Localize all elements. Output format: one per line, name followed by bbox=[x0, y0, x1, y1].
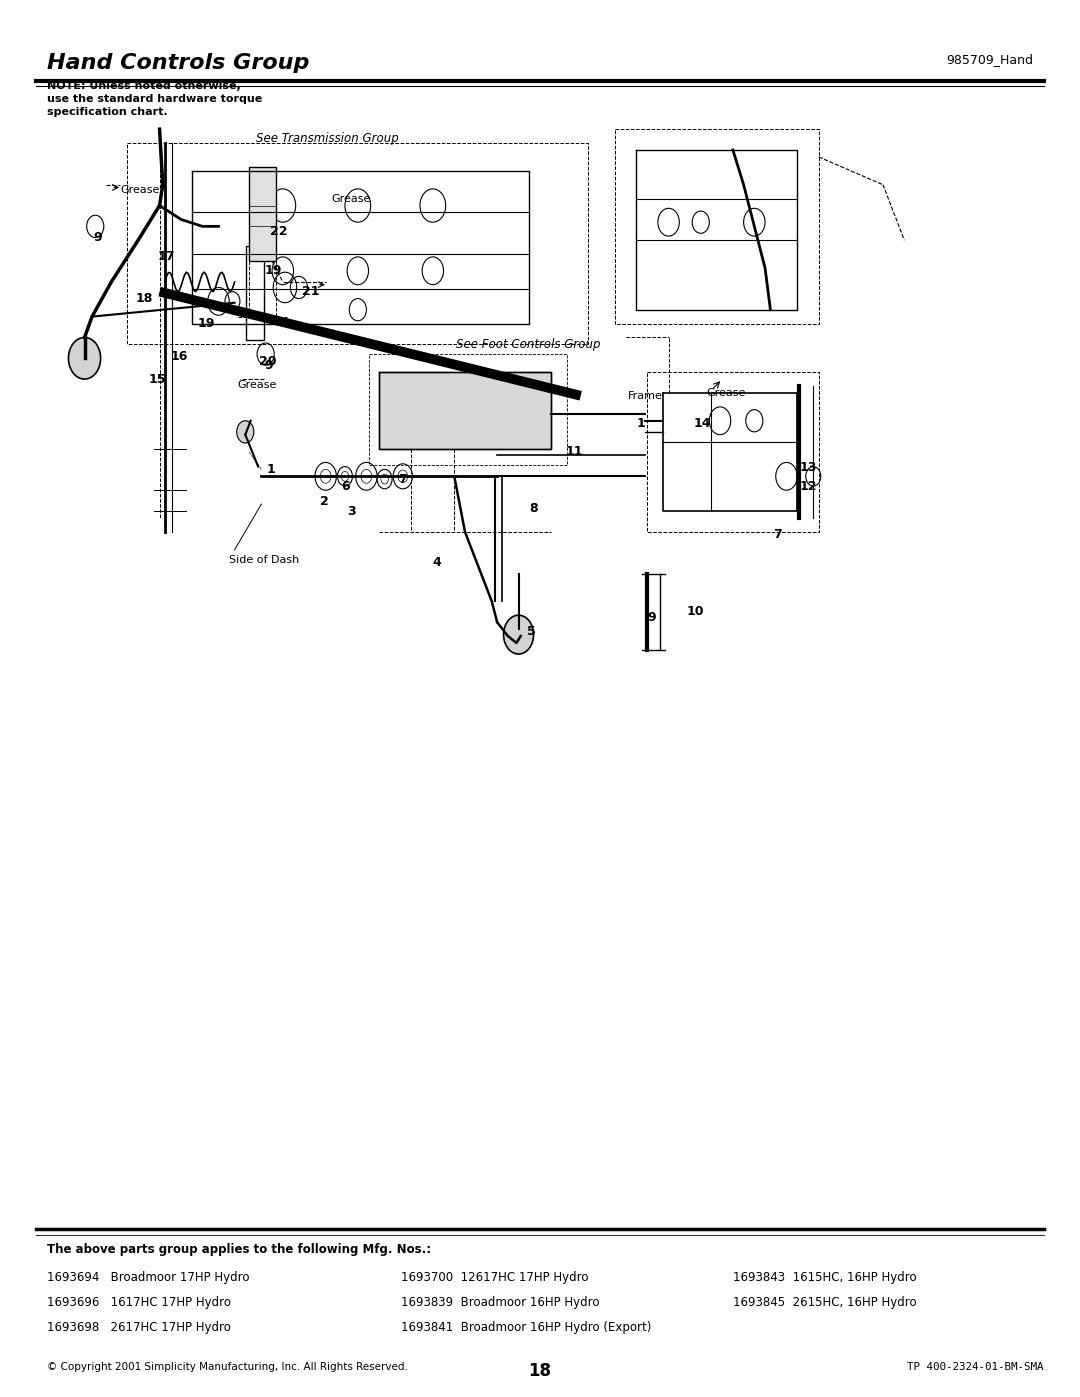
Text: 14: 14 bbox=[693, 418, 711, 430]
Text: Grease: Grease bbox=[706, 388, 745, 398]
Circle shape bbox=[237, 420, 254, 443]
Text: 1693841  Broadmoor 16HP Hydro (Export): 1693841 Broadmoor 16HP Hydro (Export) bbox=[401, 1320, 651, 1334]
Text: The above parts group applies to the following Mfg. Nos.:: The above parts group applies to the fol… bbox=[48, 1243, 431, 1256]
Text: Grease: Grease bbox=[120, 186, 159, 196]
Bar bbox=[248, 166, 276, 261]
Text: 19: 19 bbox=[197, 317, 215, 330]
Text: See Foot Controls Group: See Foot Controls Group bbox=[457, 338, 600, 351]
Text: 20: 20 bbox=[259, 355, 276, 367]
Text: 7: 7 bbox=[399, 472, 407, 486]
Text: Side of Dash: Side of Dash bbox=[229, 555, 299, 564]
Text: 12: 12 bbox=[799, 479, 816, 493]
Circle shape bbox=[68, 338, 100, 379]
Text: 22: 22 bbox=[270, 225, 287, 239]
Text: 9: 9 bbox=[265, 359, 273, 372]
Text: 13: 13 bbox=[799, 461, 816, 475]
Text: 17: 17 bbox=[158, 250, 175, 264]
Text: 4: 4 bbox=[433, 556, 442, 569]
Text: 1: 1 bbox=[267, 462, 275, 476]
Bar bbox=[246, 246, 264, 341]
Polygon shape bbox=[379, 372, 551, 448]
Text: 15: 15 bbox=[149, 373, 166, 386]
Text: 21: 21 bbox=[302, 285, 320, 298]
Text: 1693845  2615HC, 16HP Hydro: 1693845 2615HC, 16HP Hydro bbox=[733, 1295, 917, 1309]
Text: NOTE: Unless noted otherwise,
use the standard hardware torque
specification cha: NOTE: Unless noted otherwise, use the st… bbox=[48, 81, 262, 117]
Text: 1693694   Broadmoor 17HP Hydro: 1693694 Broadmoor 17HP Hydro bbox=[48, 1271, 249, 1284]
Text: © Copyright 2001 Simplicity Manufacturing, Inc. All Rights Reserved.: © Copyright 2001 Simplicity Manufacturin… bbox=[48, 1362, 408, 1372]
Text: 16: 16 bbox=[171, 351, 188, 363]
Text: 11: 11 bbox=[566, 444, 583, 458]
Text: 3: 3 bbox=[347, 504, 355, 517]
Text: 18: 18 bbox=[528, 1362, 552, 1380]
Text: 1693698   2617HC 17HP Hydro: 1693698 2617HC 17HP Hydro bbox=[48, 1320, 231, 1334]
Text: 985709_Hand: 985709_Hand bbox=[946, 53, 1032, 66]
Text: 19: 19 bbox=[265, 264, 282, 277]
Text: 1693696   1617HC 17HP Hydro: 1693696 1617HC 17HP Hydro bbox=[48, 1295, 231, 1309]
Text: 6: 6 bbox=[341, 479, 350, 493]
Text: TP 400-2324-01-BM-SMA: TP 400-2324-01-BM-SMA bbox=[907, 1362, 1043, 1372]
Circle shape bbox=[503, 615, 534, 654]
Text: 9: 9 bbox=[647, 612, 656, 624]
Text: 1: 1 bbox=[636, 418, 645, 430]
Text: Frame: Frame bbox=[627, 391, 663, 401]
Text: 2: 2 bbox=[321, 495, 329, 507]
Text: 5: 5 bbox=[527, 626, 536, 638]
Text: Grease: Grease bbox=[332, 194, 370, 204]
Text: 10: 10 bbox=[687, 605, 704, 617]
Text: Grease: Grease bbox=[238, 380, 278, 390]
Text: 1693839  Broadmoor 16HP Hydro: 1693839 Broadmoor 16HP Hydro bbox=[401, 1295, 599, 1309]
Text: 18: 18 bbox=[136, 292, 153, 305]
Text: 9: 9 bbox=[93, 231, 102, 244]
Text: 7: 7 bbox=[773, 528, 782, 541]
Text: See Transmission Group: See Transmission Group bbox=[256, 133, 399, 145]
Text: 8: 8 bbox=[529, 502, 538, 514]
Text: 1693700  12617HC 17HP Hydro: 1693700 12617HC 17HP Hydro bbox=[401, 1271, 589, 1284]
Text: 1693843  1615HC, 16HP Hydro: 1693843 1615HC, 16HP Hydro bbox=[733, 1271, 917, 1284]
Text: Hand Controls Group: Hand Controls Group bbox=[48, 53, 309, 73]
